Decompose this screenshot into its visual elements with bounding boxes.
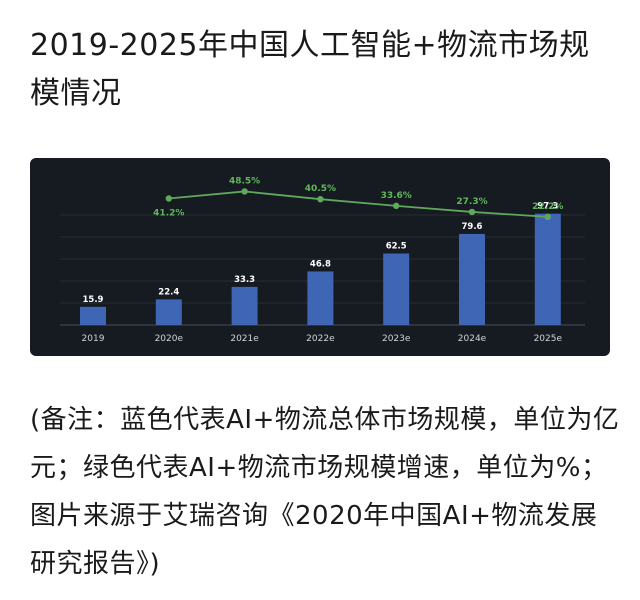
bar-value-label: 22.4 bbox=[158, 287, 179, 297]
x-tick-label: 2025e bbox=[534, 334, 563, 344]
bar bbox=[231, 286, 258, 325]
chart-note: (备注：蓝色代表AI+物流总体市场规模，单位为亿元；绿色代表AI+物流市场规模增… bbox=[30, 405, 620, 579]
growth-point bbox=[393, 202, 400, 210]
growth-point bbox=[165, 195, 172, 202]
bar-value-label: 97.3 bbox=[537, 202, 558, 212]
bar-value-label: 15.9 bbox=[83, 295, 104, 305]
growth-label: 40.5% bbox=[305, 184, 336, 194]
bar bbox=[459, 233, 485, 325]
x-tick-label: 2023e bbox=[382, 334, 411, 344]
growth-label: 33.6% bbox=[381, 191, 412, 201]
x-tick-label: 2020e bbox=[155, 334, 184, 344]
growth-label: 22.2% bbox=[532, 202, 563, 212]
market-size-chart: 15.9 2019 22.4 2020e 33.3 2021e 46.8 2022e 62.5 2… bbox=[60, 176, 585, 344]
bar-value-label: 46.8 bbox=[310, 259, 331, 269]
bar-value-label: 62.5 bbox=[386, 242, 407, 252]
chart-card: 15.9 2019 22.4 2020e 33.3 2021e 46.8 2022e 62.5 2… bbox=[30, 158, 610, 356]
growth-line bbox=[168, 190, 548, 218]
growth-point bbox=[241, 188, 248, 195]
x-tick-label: 2022e bbox=[306, 334, 335, 344]
x-tick-label: 2019 bbox=[82, 334, 105, 344]
growth-label: 48.5% bbox=[229, 176, 260, 186]
growth-label: 27.3% bbox=[456, 197, 487, 207]
bar bbox=[307, 271, 334, 325]
growth-point bbox=[468, 208, 476, 216]
page-title: 2019-2025年中国人工智能+物流市场规模情况 bbox=[30, 28, 590, 111]
bar-value-label: 33.3 bbox=[234, 275, 255, 285]
growth-point bbox=[544, 213, 551, 221]
bar bbox=[534, 213, 561, 325]
growth-point bbox=[317, 195, 324, 203]
x-tick-label: 2024e bbox=[458, 334, 487, 344]
bar-value-label: 79.6 bbox=[462, 222, 483, 232]
x-tick-label: 2021e bbox=[230, 334, 259, 344]
growth-label: 41.2% bbox=[153, 209, 184, 219]
bar bbox=[155, 299, 182, 325]
bar bbox=[383, 253, 410, 325]
bar bbox=[80, 306, 106, 325]
